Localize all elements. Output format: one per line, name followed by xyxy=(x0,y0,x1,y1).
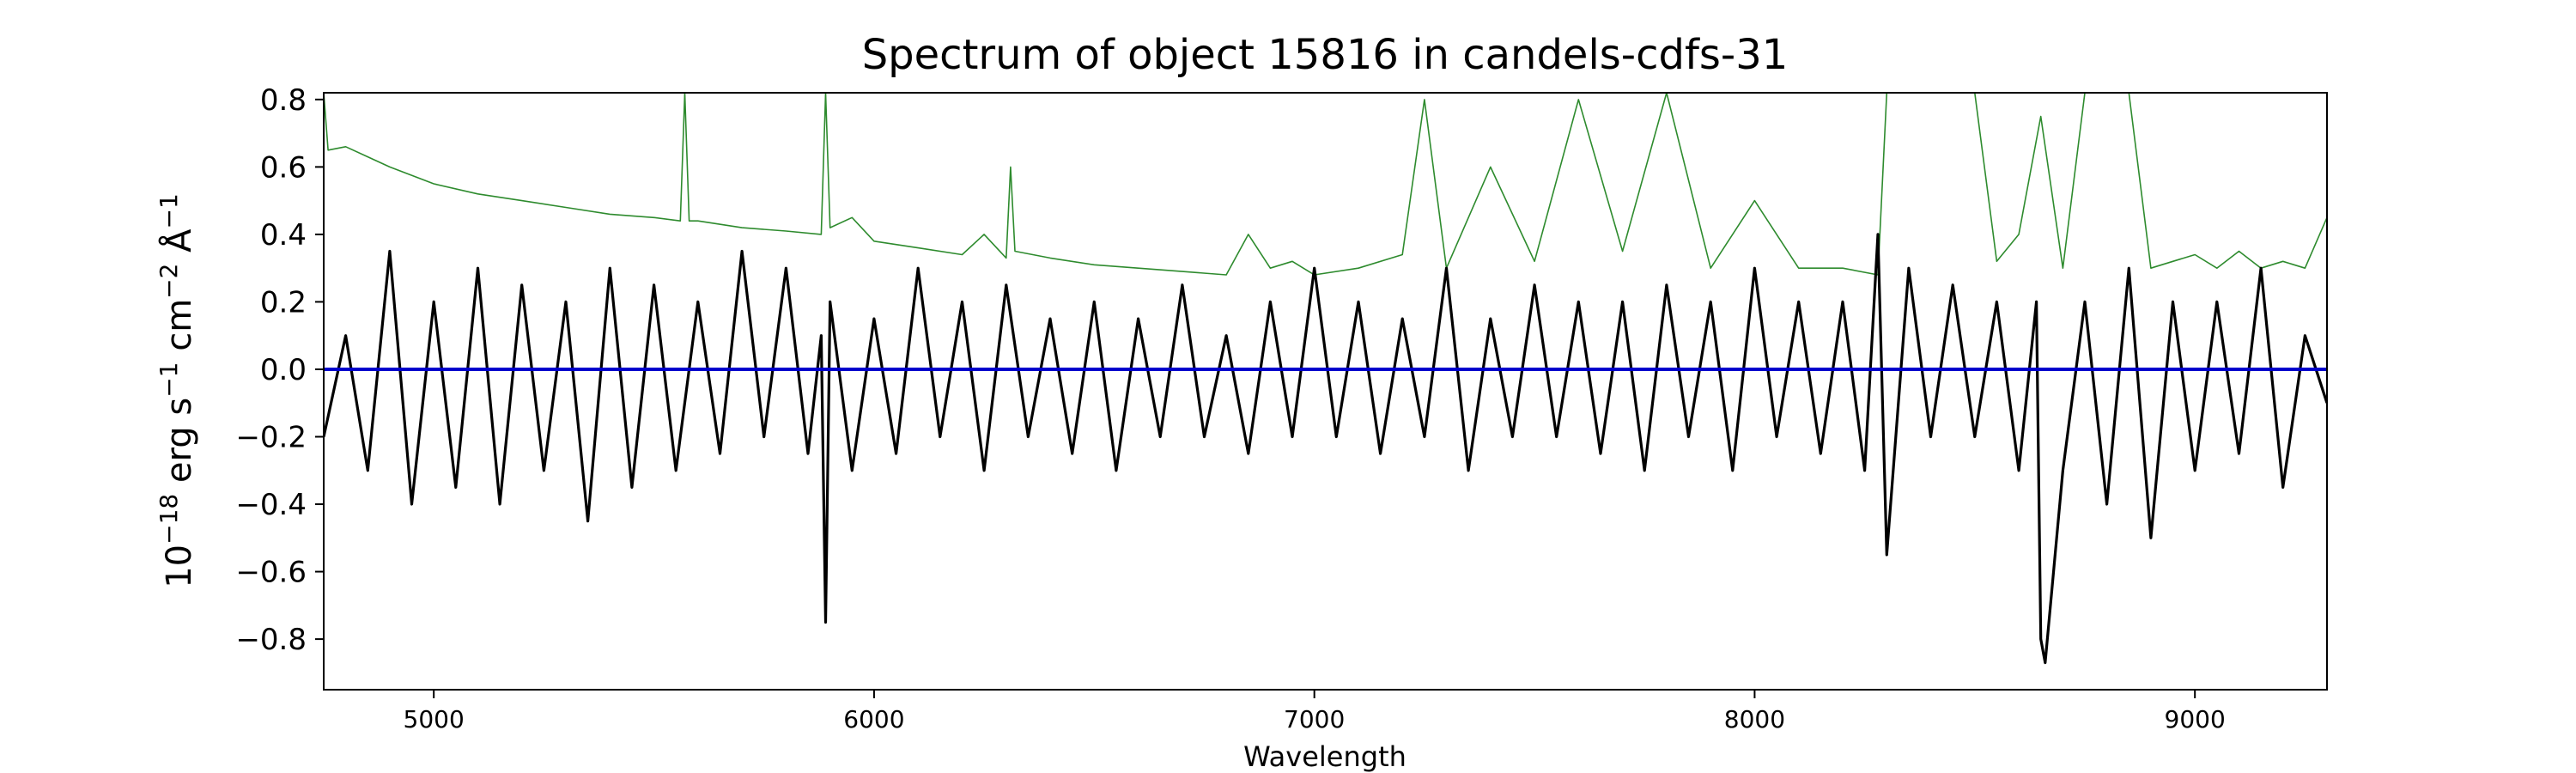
y-tick-label: −0.4 xyxy=(235,488,307,522)
x-tick-label: 5000 xyxy=(404,705,465,733)
y-axis-label: 10−18 erg s−1 cm−2 Å−1 xyxy=(155,193,200,588)
y-tick-label: −0.8 xyxy=(235,623,307,657)
flux-series-line xyxy=(324,233,2327,665)
y-tick-label: 0.2 xyxy=(260,285,307,320)
y-tick-label: −0.6 xyxy=(235,556,307,590)
x-tick-label: 8000 xyxy=(1724,705,1785,733)
y-tick-label: 0.4 xyxy=(260,218,307,253)
x-axis: 5000 6000 7000 8000 9000 xyxy=(404,690,2226,733)
error-series-line xyxy=(324,93,2327,276)
y-tick-label: 0.8 xyxy=(260,83,307,118)
y-tick-label: −0.2 xyxy=(235,421,307,455)
series-layer xyxy=(324,93,2327,665)
x-tick-label: 6000 xyxy=(843,705,904,733)
x-axis-label: Wavelength xyxy=(1243,740,1406,773)
chart-title: Spectrum of object 15816 in candels-cdfs… xyxy=(862,31,1789,79)
plot-frame xyxy=(323,92,2328,691)
y-axis: −0.8 −0.6 −0.4 −0.2 0.0 0.2 0.4 0.6 0.8 xyxy=(235,83,324,657)
y-tick-label: 0.6 xyxy=(260,150,307,185)
x-tick-label: 9000 xyxy=(2165,705,2226,733)
x-tick-label: 7000 xyxy=(1284,705,1345,733)
y-tick-label: 0.0 xyxy=(260,353,307,387)
